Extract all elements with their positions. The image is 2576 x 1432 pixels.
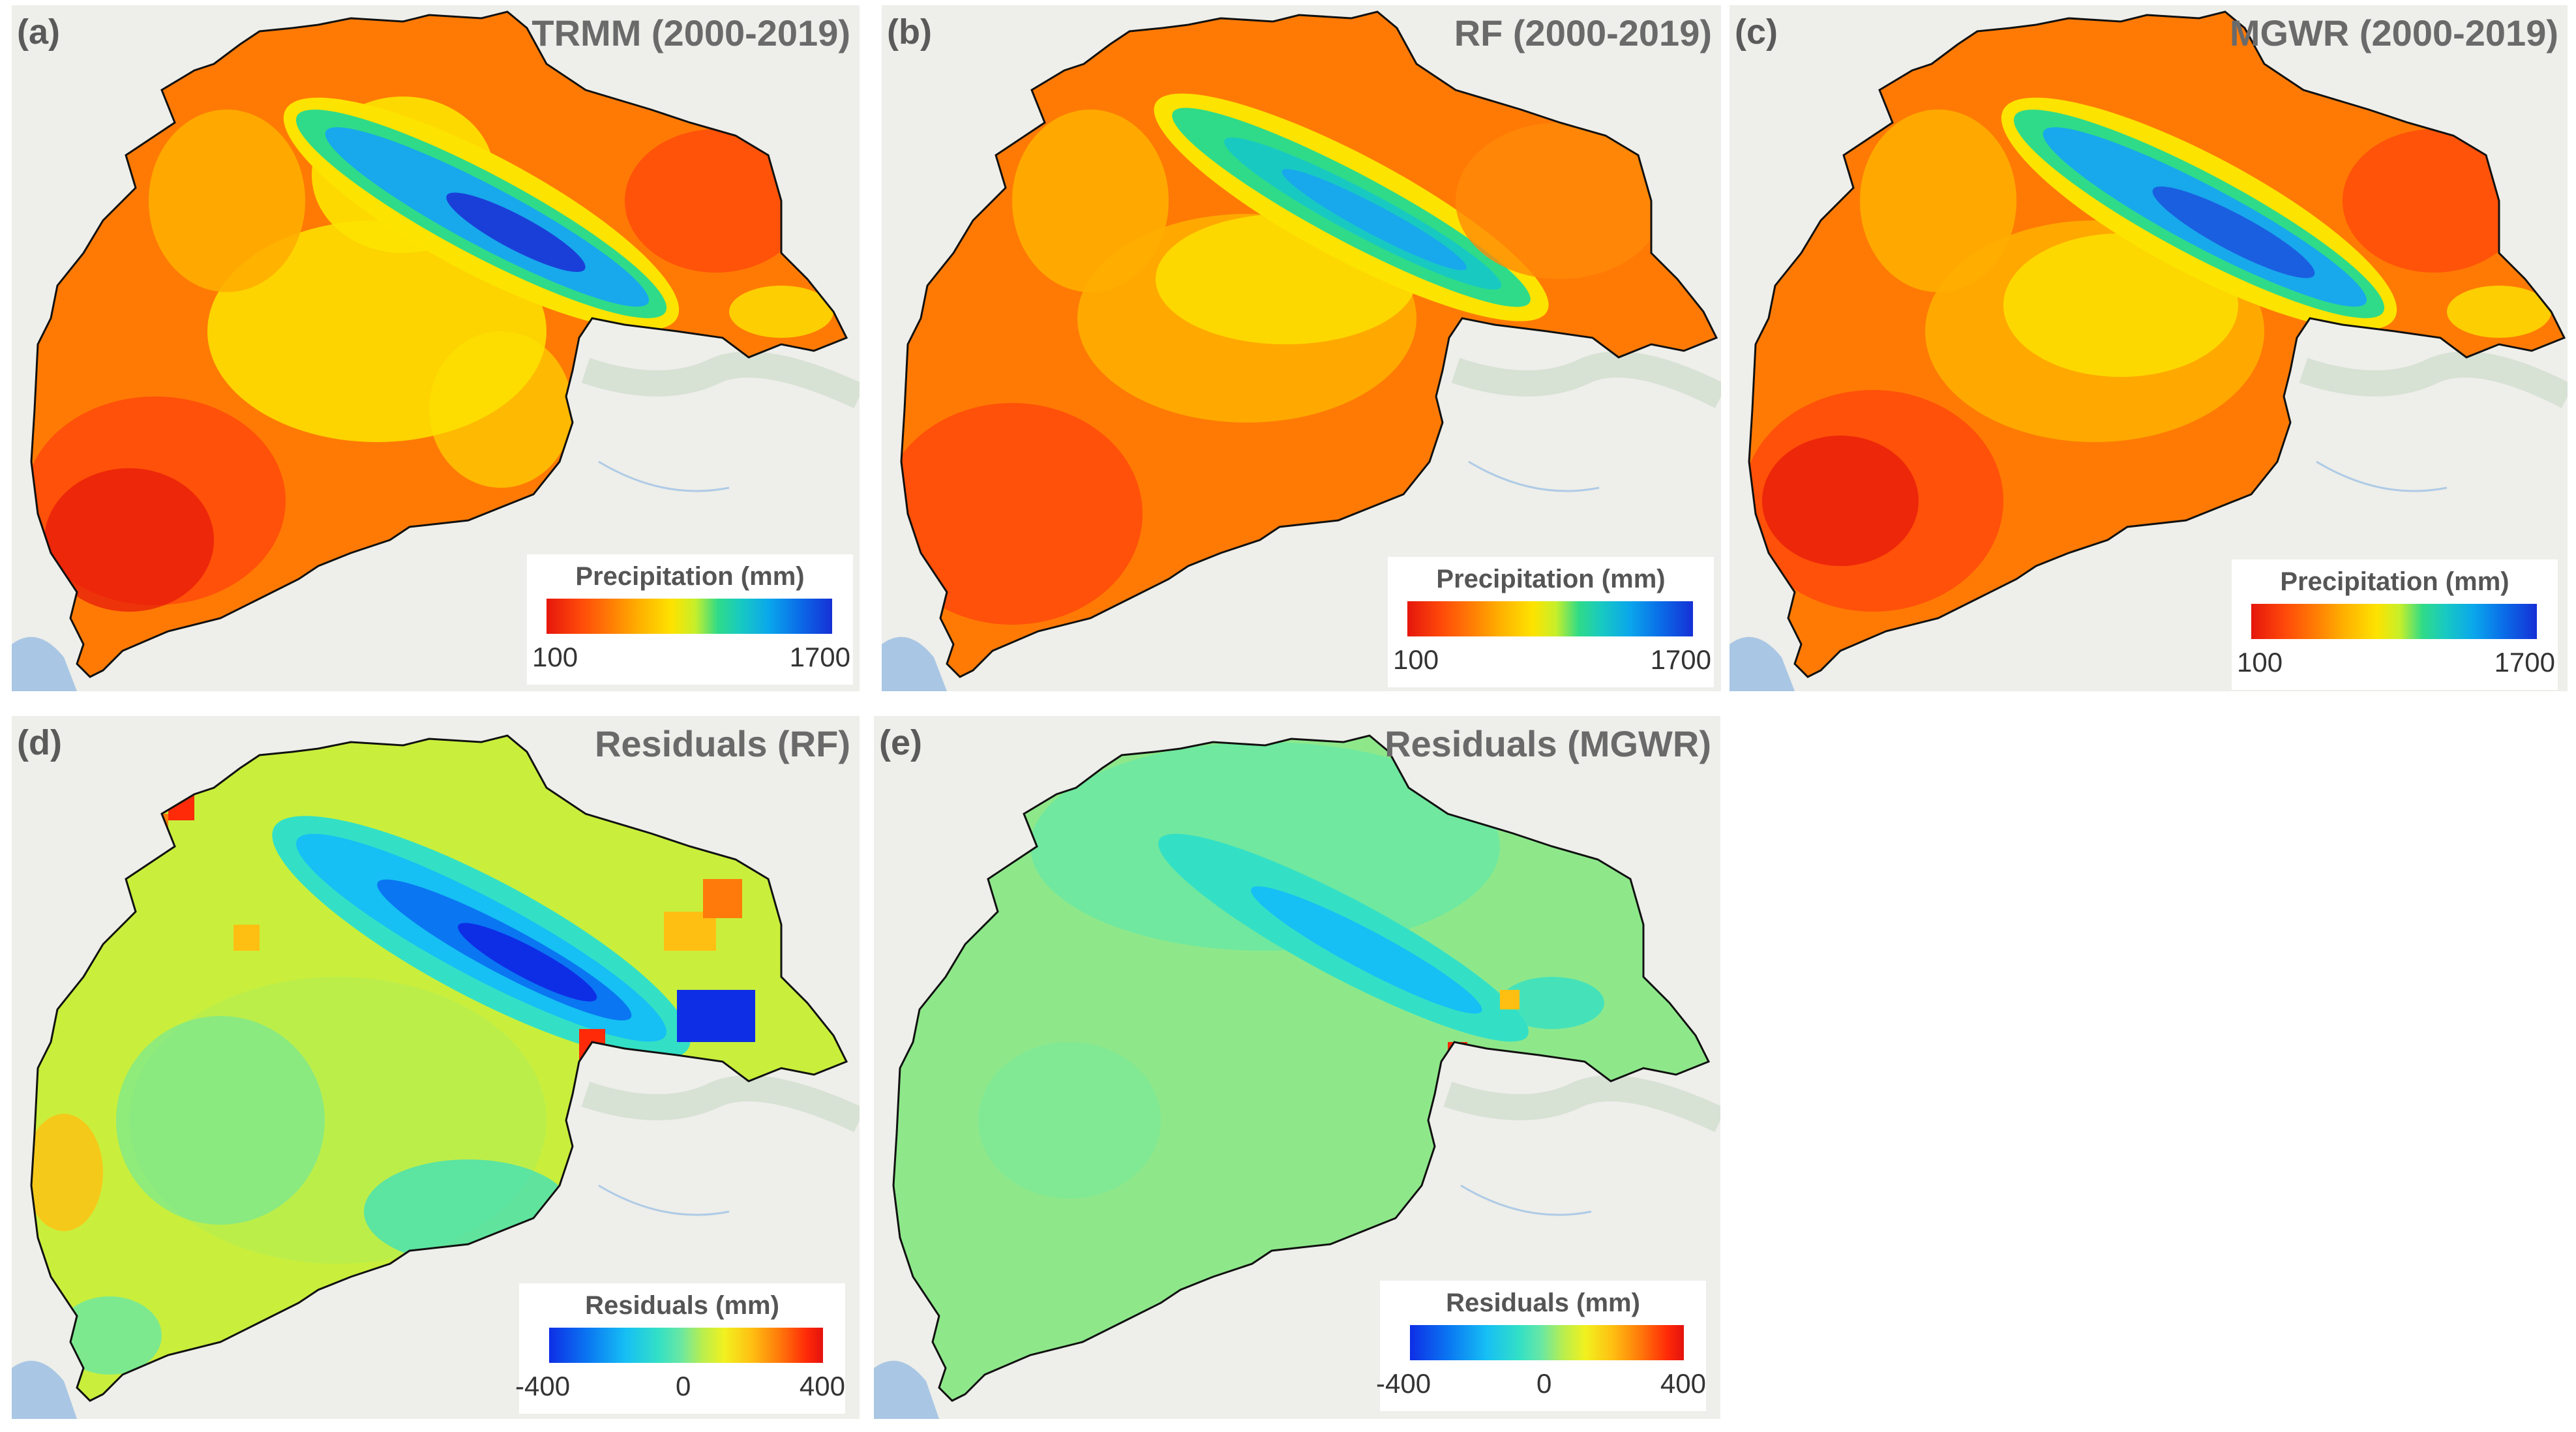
legend-min-label: -400 — [515, 1371, 571, 1401]
panel-title: RF (2000-2019) — [1454, 12, 1712, 53]
panel-label: (d) — [17, 723, 62, 762]
map-panel-mgwr: (c) MGWR (2000-2019) Precipitation (mm) … — [1730, 5, 2568, 691]
legend-max-label: 400 — [1660, 1368, 1706, 1399]
panel-title: TRMM (2000-2019) — [532, 12, 850, 53]
legend-title: Precipitation (mm) — [1436, 565, 1666, 593]
map-graphic — [882, 10, 1721, 691]
legend-color-bar — [1410, 1325, 1684, 1360]
precipitation-legend: Precipitation (mm) 100 1700 — [1388, 557, 1714, 687]
legend-max-label: 1700 — [1650, 644, 1711, 675]
map-panel-rf: (b) RF (2000-2019) Precipitation (mm) 10… — [882, 5, 1721, 691]
legend-color-bar — [1407, 601, 1693, 636]
legend-max-label: 400 — [799, 1371, 845, 1401]
panel-label: (e) — [879, 723, 922, 762]
panel-title: MGWR (2000-2019) — [2229, 12, 2558, 53]
panel-label: (b) — [887, 12, 932, 52]
panel-title: Residuals (RF) — [594, 723, 850, 764]
legend-title: Precipitation (mm) — [575, 562, 805, 591]
legend-color-bar — [549, 1328, 823, 1363]
map-panel-trmm: (a) TRMM (2000-2019) Precipitation (mm) … — [12, 5, 860, 691]
legend-title: Precipitation (mm) — [2280, 567, 2509, 596]
legend-max-label: 1700 — [2494, 647, 2555, 678]
precipitation-legend: Precipitation (mm) 100 1700 — [2232, 559, 2558, 690]
legend-mid-label: 0 — [676, 1371, 691, 1401]
legend-min-label: 100 — [532, 642, 578, 672]
legend-color-bar — [547, 599, 832, 634]
panel-label: (a) — [17, 12, 60, 52]
legend-max-label: 1700 — [789, 642, 850, 672]
panel-title: Residuals (MGWR) — [1385, 723, 1711, 764]
legend-title: Residuals (mm) — [585, 1291, 779, 1320]
map-panel-residuals-rf: (d) Residuals (RF) Residuals (mm) -400 0… — [12, 716, 860, 1419]
legend-min-label: -400 — [1376, 1368, 1431, 1399]
legend-title: Residuals (mm) — [1446, 1289, 1640, 1317]
legend-color-bar — [2251, 604, 2537, 639]
precipitation-legend: Precipitation (mm) 100 1700 — [527, 554, 853, 685]
residuals-legend: Residuals (mm) -400 0 400 — [515, 1283, 845, 1414]
map-graphic — [12, 10, 860, 691]
legend-mid-label: 0 — [1536, 1368, 1552, 1399]
map-panel-residuals-mgwr: (e) Residuals (MGWR) Residuals (mm) -400… — [874, 716, 1720, 1419]
legend-min-label: 100 — [1393, 644, 1439, 675]
legend-min-label: 100 — [2237, 647, 2283, 678]
panel-label: (c) — [1735, 12, 1778, 52]
residuals-legend: Residuals (mm) -400 0 400 — [1376, 1281, 1706, 1411]
